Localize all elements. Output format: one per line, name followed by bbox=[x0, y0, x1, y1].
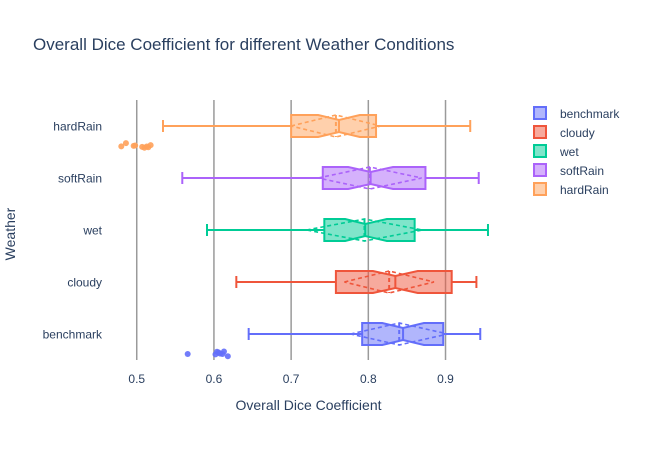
outlier-point-hardRain-3 bbox=[132, 142, 139, 149]
box-wet bbox=[323, 218, 416, 242]
y-tick-label-cloudy: cloudy bbox=[67, 276, 102, 290]
y-axis-title: Weather bbox=[2, 207, 18, 260]
y-tick-label-wet: wet bbox=[82, 224, 102, 238]
sd-diamond-wet bbox=[306, 218, 423, 242]
box-trace-softRain bbox=[181, 166, 480, 190]
legend-swatch-hardRain bbox=[533, 182, 547, 196]
y-tick-labels: benchmark cloudy wet softRain hardRain bbox=[43, 120, 103, 342]
x-tick-label-3: 0.8 bbox=[360, 372, 377, 386]
legend-item-softRain[interactable]: softRain bbox=[533, 163, 604, 178]
legend-label-softRain: softRain bbox=[560, 164, 604, 178]
y-tick-label-hardRain: hardRain bbox=[53, 120, 102, 134]
legend-label-wet: wet bbox=[559, 145, 579, 159]
legend-label-benchmark: benchmark bbox=[560, 107, 620, 121]
legend-item-wet[interactable]: wet bbox=[533, 144, 579, 159]
x-axis-title: Overall Dice Coefficient bbox=[235, 397, 381, 413]
outlier-point-hardRain-1 bbox=[122, 140, 129, 147]
y-tick-label-benchmark: benchmark bbox=[43, 328, 103, 342]
legend-swatch-cloudy bbox=[533, 125, 547, 139]
x-tick-label-2: 0.7 bbox=[283, 372, 300, 386]
box-trace-hardRain bbox=[118, 114, 472, 151]
legend-label-hardRain: hardRain bbox=[560, 183, 609, 197]
box-trace-cloudy bbox=[235, 270, 478, 294]
outlier-point-benchmark-7 bbox=[224, 353, 231, 360]
legend-item-cloudy[interactable]: cloudy bbox=[533, 125, 595, 140]
x-tick-label-1: 0.6 bbox=[206, 372, 223, 386]
chart-title: Overall Dice Coefficient for different W… bbox=[33, 35, 454, 54]
box-trace-wet bbox=[205, 218, 489, 242]
sd-diamond-hardRain bbox=[290, 114, 381, 138]
legend-label-cloudy: cloudy bbox=[560, 126, 595, 140]
legend-item-hardRain[interactable]: hardRain bbox=[533, 182, 609, 197]
box-trace-benchmark bbox=[184, 322, 482, 360]
legend-swatch-wet bbox=[533, 144, 547, 158]
box-hardRain bbox=[290, 114, 378, 138]
box-traces bbox=[118, 114, 489, 360]
outlier-point-hardRain-0 bbox=[118, 143, 125, 150]
outlier-point-benchmark-0 bbox=[184, 350, 191, 357]
legend-swatch-softRain bbox=[533, 163, 547, 177]
legend: benchmark cloudy wet softRain hardRain bbox=[533, 106, 620, 197]
sd-diamond-cloudy bbox=[344, 270, 435, 294]
legend-swatch-benchmark bbox=[533, 106, 547, 120]
outlier-point-hardRain-8 bbox=[147, 142, 154, 149]
x-tick-labels: 0.5 0.6 0.7 0.8 0.9 bbox=[128, 372, 454, 386]
x-tick-label-4: 0.9 bbox=[437, 372, 454, 386]
sd-diamond-softRain bbox=[317, 166, 422, 190]
outlier-point-benchmark-6 bbox=[220, 348, 227, 355]
y-tick-label-softRain: softRain bbox=[58, 172, 102, 186]
box-softRain bbox=[321, 166, 427, 190]
legend-item-benchmark[interactable]: benchmark bbox=[533, 106, 620, 121]
sd-diamond-benchmark bbox=[350, 322, 449, 346]
x-tick-label-0: 0.5 bbox=[128, 372, 145, 386]
